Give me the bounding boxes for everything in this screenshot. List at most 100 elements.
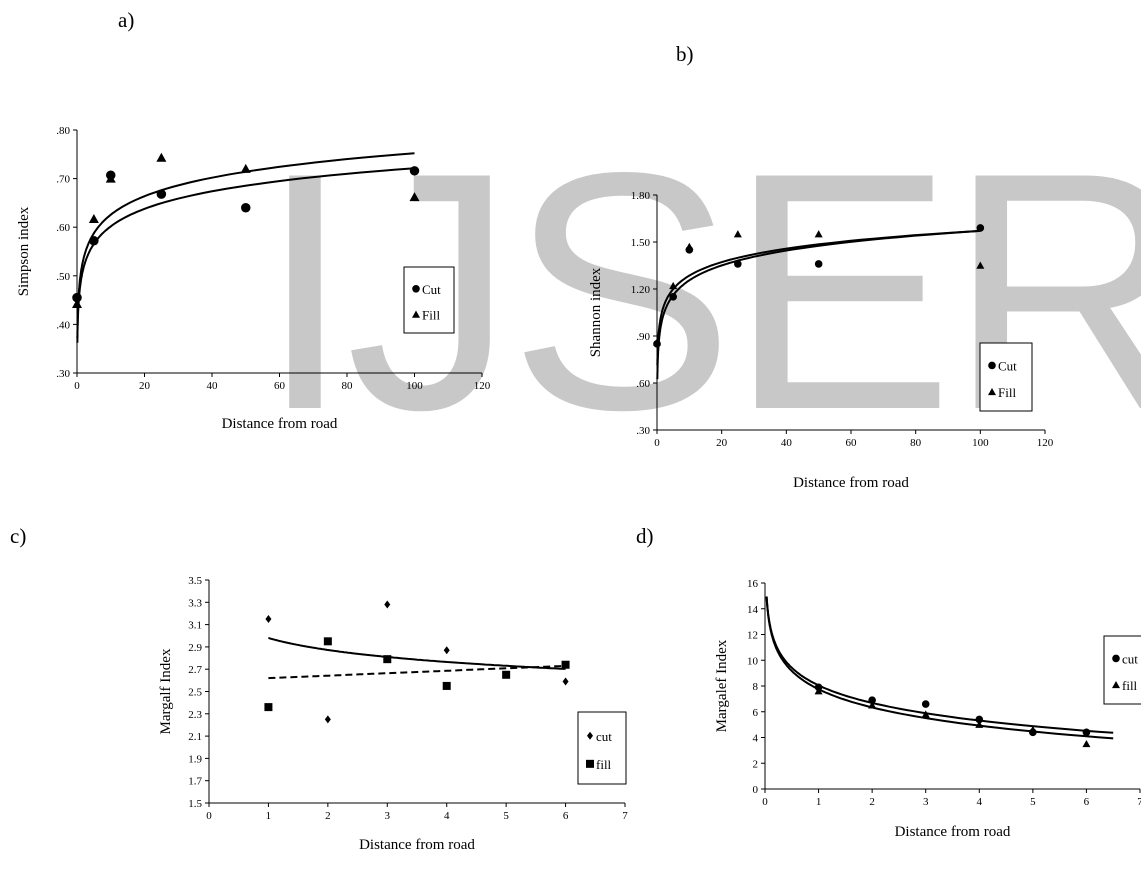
y-tick-label-c: 2.5 bbox=[188, 687, 202, 699]
data-point-a-Cut bbox=[241, 203, 251, 213]
y-tick-label-b: .60 bbox=[636, 378, 650, 390]
data-point-a-Fill bbox=[409, 192, 420, 202]
data-point-c-cut bbox=[562, 677, 569, 686]
series-c-fill bbox=[264, 637, 570, 712]
data-point-c-fill bbox=[383, 655, 392, 664]
panel-label-b: b) bbox=[676, 42, 694, 66]
legend-marker-d-fill bbox=[1112, 680, 1120, 689]
data-point-b-Fill bbox=[976, 261, 985, 269]
legend-label-b-Fill: Fill bbox=[998, 385, 1016, 400]
x-tick-label-c: 6 bbox=[563, 810, 569, 822]
y-tick-label-a: .30 bbox=[56, 368, 70, 380]
series-b-Cut bbox=[653, 224, 985, 348]
x-tick-label-c: 1 bbox=[266, 810, 272, 822]
legend-marker-a-Cut bbox=[412, 284, 420, 293]
y-axis-title-c: Margalf Index bbox=[158, 648, 174, 734]
legend-a: Cut Fill bbox=[403, 266, 455, 334]
y-axis-title-a: Simpson index bbox=[16, 206, 32, 296]
y-tick-label-a: .60 bbox=[56, 222, 70, 234]
legend-marker-c-fill bbox=[586, 759, 594, 768]
data-point-d-fill bbox=[868, 701, 877, 709]
y-tick-label-b: .30 bbox=[636, 425, 650, 437]
panel-label-a: a) bbox=[118, 8, 135, 32]
data-point-a-Fill bbox=[240, 163, 251, 173]
data-point-c-cut bbox=[443, 646, 450, 655]
x-tick-label-c: 3 bbox=[385, 810, 391, 822]
y-tick-label-c: 1.9 bbox=[188, 753, 202, 765]
data-point-d-fill bbox=[1028, 725, 1037, 733]
data-point-a-Cut bbox=[156, 189, 167, 199]
y-tick-label-b: 1.20 bbox=[631, 284, 651, 296]
data-point-a-Cut bbox=[89, 236, 99, 246]
trendline-d-cut bbox=[765, 596, 1114, 734]
x-tick-label-d: 1 bbox=[816, 796, 822, 808]
y-tick-label-d: 10 bbox=[747, 655, 759, 667]
legend-c: cut fill bbox=[577, 711, 627, 785]
legend-label-b-Cut: Cut bbox=[998, 358, 1017, 373]
y-tick-label-d: 8 bbox=[753, 681, 759, 693]
x-tick-label-a: 80 bbox=[342, 380, 354, 392]
trendline-d-fill bbox=[765, 597, 1114, 740]
x-tick-label-a: 120 bbox=[474, 380, 491, 392]
x-tick-label-c: 7 bbox=[622, 810, 628, 822]
x-tick-label-a: 60 bbox=[274, 380, 286, 392]
y-tick-label-d: 12 bbox=[747, 630, 758, 642]
data-point-d-cut bbox=[921, 700, 930, 708]
y-tick-label-b: 1.80 bbox=[631, 190, 651, 202]
x-tick-label-d: 0 bbox=[762, 796, 768, 808]
legend-d: cut fill bbox=[1103, 635, 1141, 705]
y-tick-label-c: 2.7 bbox=[188, 664, 202, 676]
x-tick-label-a: 0 bbox=[74, 380, 80, 392]
x-tick-label-b: 20 bbox=[716, 437, 728, 449]
legend-label-d-cut: cut bbox=[1122, 651, 1138, 666]
legend-marker-c-cut bbox=[587, 731, 593, 740]
y-tick-label-a: .80 bbox=[56, 125, 70, 137]
data-point-b-Fill bbox=[669, 281, 678, 290]
data-point-b-Cut bbox=[814, 260, 823, 268]
x-tick-label-b: 0 bbox=[654, 437, 660, 449]
legend-box-b bbox=[979, 342, 1033, 412]
y-tick-label-a: .50 bbox=[56, 271, 70, 283]
x-tick-label-b: 40 bbox=[781, 437, 793, 449]
data-point-d-cut bbox=[1082, 728, 1091, 737]
data-point-b-Fill bbox=[685, 242, 694, 250]
series-b-Fill bbox=[653, 230, 985, 346]
legend-label-c-cut: cut bbox=[596, 729, 612, 744]
legend-label-a-Fill: Fill bbox=[422, 308, 440, 323]
x-tick-label-d: 2 bbox=[869, 796, 875, 808]
y-tick-label-d: 0 bbox=[753, 784, 759, 796]
y-tick-label-b: .90 bbox=[636, 331, 650, 343]
data-point-c-cut bbox=[265, 615, 272, 624]
x-tick-label-b: 60 bbox=[846, 437, 858, 449]
x-tick-label-b: 100 bbox=[972, 437, 989, 449]
panel-label-c: c) bbox=[10, 524, 27, 548]
data-point-d-cut bbox=[975, 715, 984, 724]
x-axis-title-d: Distance from road bbox=[895, 824, 1011, 840]
y-tick-label-c: 3.3 bbox=[188, 597, 202, 609]
data-point-c-fill bbox=[323, 637, 332, 646]
x-tick-label-d: 5 bbox=[1030, 796, 1036, 808]
data-point-a-Cut bbox=[72, 292, 82, 303]
legend-label-a-Cut: Cut bbox=[422, 282, 441, 297]
trendline-c-cut bbox=[268, 637, 566, 670]
legend-box-a bbox=[403, 266, 455, 334]
data-point-d-fill bbox=[921, 710, 930, 718]
x-tick-label-d: 6 bbox=[1084, 796, 1090, 808]
data-point-c-fill bbox=[561, 660, 570, 669]
x-tick-label-c: 2 bbox=[325, 810, 331, 822]
x-axis-title-b: Distance from road bbox=[793, 475, 909, 491]
y-tick-label-c: 2.3 bbox=[188, 709, 202, 721]
x-tick-label-c: 0 bbox=[206, 810, 212, 822]
x-tick-label-a: 40 bbox=[207, 380, 219, 392]
legend-label-d-fill: fill bbox=[1122, 678, 1138, 693]
legend-marker-d-cut bbox=[1112, 654, 1120, 663]
x-tick-label-d: 7 bbox=[1137, 796, 1141, 808]
y-tick-label-c: 2.9 bbox=[188, 642, 202, 654]
data-point-b-Fill bbox=[653, 338, 661, 346]
data-point-b-Fill bbox=[733, 230, 742, 238]
legend-label-c-fill: fill bbox=[596, 757, 612, 772]
x-axis-title-a: Distance from road bbox=[222, 416, 338, 432]
